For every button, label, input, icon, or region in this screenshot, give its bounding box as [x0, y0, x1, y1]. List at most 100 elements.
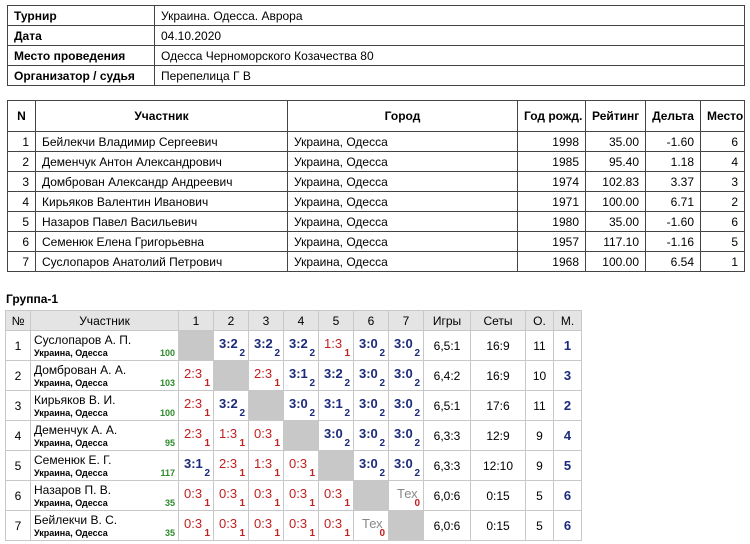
- match-score: 0:3: [254, 486, 273, 501]
- match-score: 0:3: [324, 486, 343, 501]
- player-rating: 35: [164, 528, 175, 538]
- match-points: 1: [239, 438, 245, 449]
- row-number: 3: [5, 390, 31, 421]
- player-name: Бейлекчи В. С.: [34, 513, 118, 527]
- sets: 12:9: [470, 420, 526, 451]
- info-row: Дата 04.10.2020: [7, 25, 745, 46]
- info-value: 04.10.2020: [154, 25, 745, 46]
- match-cell: 3:0 2: [353, 450, 389, 481]
- match-points: 1: [274, 468, 280, 479]
- participant-row: 6 Семенюк Елена Григорьевна Украина, Одесс…: [7, 231, 745, 252]
- match-points: 1: [239, 528, 245, 539]
- group-row: 1 Суслопаров А. П. Украина, Одесса 100 3:2 2 3…: [5, 330, 582, 361]
- match-cell: 1:3 1: [318, 330, 354, 361]
- participant-cell: Семенюк Елена Григорьевна: [35, 231, 288, 252]
- participant-cell: 1985: [517, 151, 586, 172]
- self-cell: [353, 480, 389, 511]
- match-points: 2: [344, 438, 350, 449]
- row-number: 4: [5, 420, 31, 451]
- player-name: Назаров П. В.: [34, 483, 112, 497]
- player-cell: Назаров П. В. Украина, Одесса 35: [30, 480, 179, 511]
- match-points: 2: [239, 348, 245, 359]
- player-city: Украина, Одесса: [34, 348, 108, 358]
- match-points: 1: [239, 468, 245, 479]
- row-number: 6: [5, 480, 31, 511]
- match-score: 3:0: [394, 456, 413, 471]
- participant-cell: Украина, Одесса: [287, 251, 518, 272]
- match-points: 1: [204, 528, 210, 539]
- player-name: Деменчук А. А.: [34, 423, 118, 437]
- participant-cell: 2: [7, 151, 36, 172]
- match-points: 1: [204, 408, 210, 419]
- participant-cell: Украина, Одесса: [287, 131, 518, 152]
- match-score: 0:3: [184, 486, 203, 501]
- header-cell: Место: [700, 100, 745, 132]
- match-points: 0: [379, 528, 385, 539]
- match-score: 3:2: [324, 366, 343, 381]
- match-points: 1: [239, 498, 245, 509]
- participant-cell: 1971: [517, 191, 586, 212]
- participant-cell: Украина, Одесса: [287, 211, 518, 232]
- participant-cell: 1.18: [645, 151, 701, 172]
- group-row: 5 Семенюк Е. Г. Украина, Одесса 117 3:1 2 2:3 1…: [5, 450, 582, 481]
- header-cell: 4: [283, 310, 319, 331]
- match-score: 3:1: [184, 456, 203, 471]
- match-points: 2: [309, 408, 315, 419]
- self-cell: [318, 450, 354, 481]
- match-cell: 3:0 2: [318, 420, 354, 451]
- match-points: 2: [309, 378, 315, 389]
- match-points: 2: [344, 408, 350, 419]
- match-cell: 2:3 1: [178, 420, 214, 451]
- participant-cell: Украина, Одесса: [287, 231, 518, 252]
- match-cell: 3:2 2: [213, 330, 249, 361]
- games: 6,5:1: [423, 390, 471, 421]
- match-points: 2: [379, 468, 385, 479]
- sets: 16:9: [470, 360, 526, 391]
- match-cell: 0:3 1: [248, 420, 284, 451]
- header-cell: Участник: [30, 310, 179, 331]
- header-cell: Дельта: [645, 100, 701, 132]
- match-score: 2:3: [219, 456, 238, 471]
- sets: 0:15: [470, 480, 526, 511]
- match-cell: 0:3 1: [318, 480, 354, 511]
- match-cell: 3:2 2: [248, 330, 284, 361]
- match-points: 2: [414, 438, 420, 449]
- participant-cell: 6: [700, 211, 745, 232]
- match-cell: 3:0 2: [353, 330, 389, 361]
- row-number: 5: [5, 450, 31, 481]
- player-name: Семенюк Е. Г.: [34, 453, 112, 467]
- match-score: 0:3: [289, 456, 308, 471]
- match-score: 3:2: [219, 336, 238, 351]
- participant-cell: Кирьяков Валентин Иванович: [35, 191, 288, 212]
- participant-cell: Украина, Одесса: [287, 191, 518, 212]
- match-cell: 0:3 1: [248, 510, 284, 541]
- match-points: 2: [274, 348, 280, 359]
- match-points: 2: [309, 348, 315, 359]
- participant-cell: 3.37: [645, 171, 701, 192]
- match-cell: 3:0 2: [353, 390, 389, 421]
- participants-table: N Участник Город Год рожд. Рейтинг Дельта Мест…: [7, 100, 745, 272]
- match-cell: 0:3 1: [283, 450, 319, 481]
- match-cell: 0:3 1: [178, 510, 214, 541]
- header-cell: Сеты: [470, 310, 526, 331]
- match-cell: 0:3 1: [283, 480, 319, 511]
- info-row: Турнир Украина. Одесса. Аврора: [7, 5, 745, 26]
- match-cell: 1:3 1: [248, 450, 284, 481]
- match-cell: 3:1 2: [318, 390, 354, 421]
- match-score: 3:0: [394, 396, 413, 411]
- participant-cell: 2: [700, 191, 745, 212]
- match-score: Тех: [362, 516, 383, 531]
- match-score: 2:3: [184, 366, 203, 381]
- match-score: 3:0: [359, 426, 378, 441]
- player-rating: 117: [160, 468, 175, 478]
- match-cell: 0:3 1: [283, 510, 319, 541]
- place: 6: [553, 510, 582, 541]
- match-cell: Тех 0: [353, 510, 389, 541]
- match-points: 1: [204, 378, 210, 389]
- match-cell: 0:3 1: [248, 480, 284, 511]
- participant-cell: -1.60: [645, 131, 701, 152]
- match-cell: 3:0 2: [388, 360, 424, 391]
- match-points: 1: [274, 378, 280, 389]
- participant-cell: -1.16: [645, 231, 701, 252]
- participant-cell: 6: [7, 231, 36, 252]
